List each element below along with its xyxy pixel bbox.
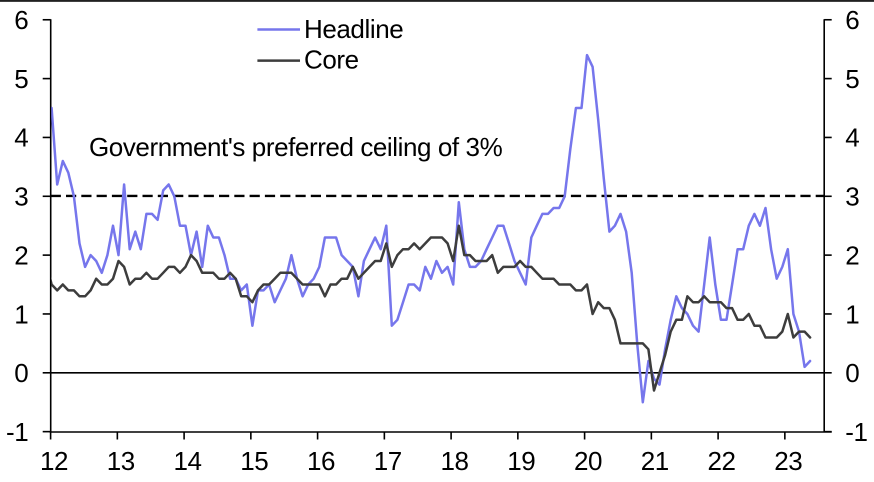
svg-text:20: 20 — [574, 446, 602, 476]
svg-text:1: 1 — [845, 299, 859, 329]
svg-text:-1: -1 — [845, 417, 867, 447]
svg-text:Headline: Headline — [304, 14, 403, 44]
svg-text:21: 21 — [641, 446, 669, 476]
svg-text:0: 0 — [845, 358, 859, 388]
svg-text:6: 6 — [845, 5, 859, 35]
svg-text:2: 2 — [845, 240, 859, 270]
svg-text:2: 2 — [14, 240, 28, 270]
svg-text:18: 18 — [440, 446, 468, 476]
svg-text:4: 4 — [845, 123, 859, 153]
svg-text:19: 19 — [507, 446, 535, 476]
svg-text:5: 5 — [14, 64, 28, 94]
svg-text:23: 23 — [774, 446, 802, 476]
svg-text:Government's preferred ceiling: Government's preferred ceiling of 3% — [89, 132, 503, 162]
svg-text:-1: -1 — [6, 417, 28, 447]
svg-text:4: 4 — [14, 123, 28, 153]
svg-text:16: 16 — [307, 446, 335, 476]
svg-text:22: 22 — [707, 446, 735, 476]
svg-text:0: 0 — [14, 358, 28, 388]
svg-text:1: 1 — [14, 299, 28, 329]
svg-text:Core: Core — [304, 45, 359, 75]
svg-text:5: 5 — [845, 64, 859, 94]
svg-text:3: 3 — [14, 182, 28, 212]
svg-text:12: 12 — [40, 446, 68, 476]
svg-text:13: 13 — [107, 446, 135, 476]
svg-text:15: 15 — [240, 446, 268, 476]
svg-text:17: 17 — [374, 446, 402, 476]
svg-text:6: 6 — [14, 5, 28, 35]
svg-text:3: 3 — [845, 182, 859, 212]
svg-text:14: 14 — [173, 446, 201, 476]
